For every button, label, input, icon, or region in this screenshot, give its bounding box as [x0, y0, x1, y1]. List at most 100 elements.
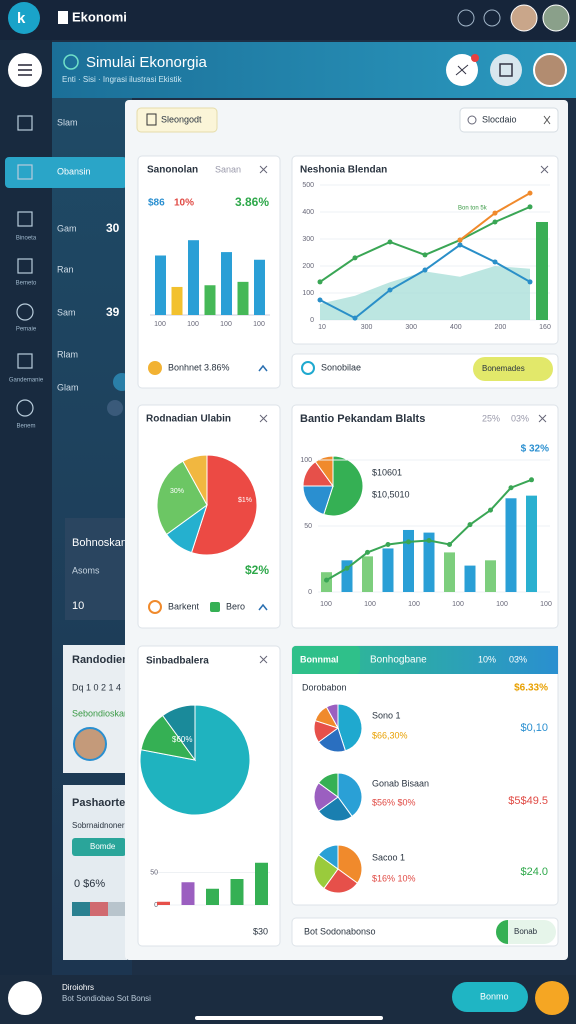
close-icon[interactable]: [259, 414, 268, 423]
x-tick-label: 400: [450, 324, 462, 331]
card-title: Bonhogbane: [370, 655, 427, 666]
tab-label: Bonnmal: [300, 654, 339, 664]
x-tick-label: 300: [361, 324, 373, 331]
logo[interactable]: [8, 2, 40, 34]
avatar[interactable]: [510, 4, 538, 32]
sidebar: [0, 40, 52, 975]
avatar-button[interactable]: [8, 981, 42, 1015]
toolbar-button[interactable]: [136, 107, 218, 133]
x-tick-label: 160: [539, 324, 551, 331]
pie-label: $1%: [238, 497, 252, 504]
nav-icon[interactable]: [17, 258, 33, 274]
point: [508, 485, 514, 491]
fab[interactable]: [535, 981, 569, 1015]
card-title: Rodnadian Ulabin: [146, 414, 231, 425]
footer-button[interactable]: [452, 982, 528, 1012]
tab[interactable]: [292, 646, 360, 674]
sidebar-label[interactable]: Gandemanie: [9, 378, 44, 384]
avatar: [73, 727, 107, 761]
pie-slice: [314, 455, 334, 488]
bg-card-value: 10: [72, 600, 84, 612]
x-tick-label: 100: [408, 601, 420, 608]
legend-icon: [148, 600, 162, 614]
bar: [505, 498, 517, 592]
sidebar-label[interactable]: Benem: [16, 424, 35, 430]
pie-note: $10601: [372, 467, 402, 477]
point: [492, 219, 498, 225]
swatch: [90, 902, 108, 916]
chevron[interactable]: [258, 364, 268, 372]
pie-slice: [161, 704, 196, 762]
footer-text: Bot Sondiobao Sot Bonsi: [62, 994, 151, 1003]
footer-button[interactable]: [496, 920, 556, 944]
pie-slice: [323, 455, 364, 517]
action-button[interactable]: [490, 54, 522, 86]
footer-button[interactable]: [473, 357, 553, 381]
nav-icon[interactable]: [16, 303, 34, 321]
avatar[interactable]: [533, 53, 567, 87]
close-icon[interactable]: [259, 165, 268, 174]
bar: [444, 552, 455, 592]
bar: [485, 560, 496, 592]
app-name: Ekonomi: [72, 9, 127, 24]
sidebar-labels: Binoeta Bemeto Pemaie Gandemanie Benem: [9, 236, 44, 430]
card-footer: Bot Sodonabonso: [304, 926, 376, 936]
sidebar-label[interactable]: Pemaie: [16, 327, 37, 333]
sidebar-label[interactable]: Bemeto: [16, 281, 37, 287]
nav-icon[interactable]: [17, 115, 33, 131]
app-icon: [58, 11, 68, 24]
toolbar-button-label: Sleongodt: [161, 114, 202, 124]
search-box[interactable]: [459, 107, 559, 133]
point: [492, 259, 498, 265]
toggle: [496, 920, 508, 944]
nav-icon[interactable]: [17, 353, 33, 369]
close-icon[interactable]: [540, 165, 549, 174]
card: [137, 155, 281, 389]
pie-slice: [337, 844, 363, 884]
nav-icon[interactable]: [16, 399, 34, 417]
nav-value: 39: [106, 305, 120, 319]
point: [324, 577, 329, 583]
point: [352, 315, 358, 321]
y-tick-label: 500: [302, 182, 314, 189]
point: [317, 297, 323, 303]
point: [492, 210, 498, 216]
point: [467, 522, 473, 528]
point: [447, 541, 452, 547]
nav-icon[interactable]: [17, 164, 33, 180]
close-icon[interactable]: [538, 414, 547, 423]
bar: [341, 560, 353, 592]
row-name: Sono 1: [372, 710, 401, 720]
card-footer: Sonobilae: [321, 362, 361, 372]
sidebar-label[interactable]: Binoeta: [16, 236, 37, 242]
card-label: Dorobabon: [302, 682, 347, 692]
icon[interactable]: [457, 9, 475, 27]
bar: [188, 240, 199, 315]
avatar[interactable]: [542, 4, 570, 32]
nav-icon[interactable]: [17, 211, 33, 227]
point: [352, 255, 358, 261]
nav-item[interactable]: Sam: [57, 307, 76, 317]
point: [457, 237, 463, 243]
nav-item[interactable]: Glam: [57, 382, 79, 392]
nav-active: [5, 157, 127, 188]
nav-item[interactable]: Ran: [57, 264, 74, 274]
nav-item[interactable]: Rlam: [57, 349, 78, 359]
bg-card: [63, 785, 127, 960]
chevron[interactable]: [258, 603, 268, 611]
nav-item[interactable]: Obansin: [57, 166, 91, 176]
nav-item[interactable]: Slam: [57, 117, 78, 127]
action-icon: [499, 63, 513, 77]
card-subtitle: Sanan: [215, 164, 241, 174]
pie-slice: [156, 460, 208, 536]
y-tick-label: 300: [302, 236, 314, 243]
close-icon[interactable]: [543, 115, 551, 125]
nav-item[interactable]: Gam: [57, 223, 77, 233]
bg-card-button[interactable]: [72, 838, 126, 856]
header-band: [52, 42, 576, 98]
close-icon[interactable]: [259, 655, 268, 664]
icon[interactable]: [483, 9, 501, 27]
stat: 25%: [482, 413, 500, 423]
point: [385, 541, 391, 547]
nav-icons: [16, 115, 34, 417]
